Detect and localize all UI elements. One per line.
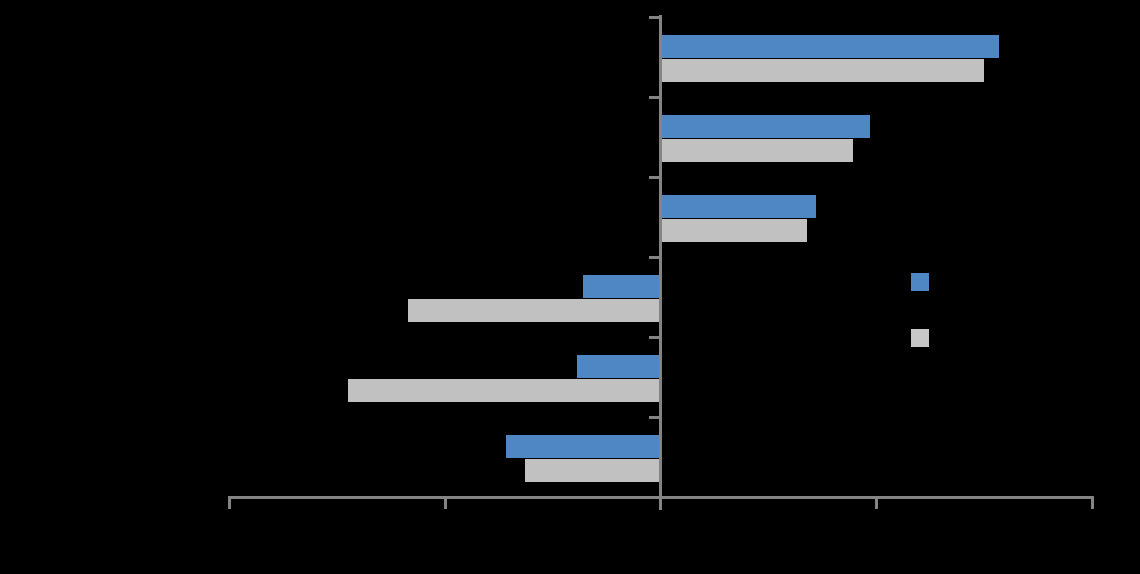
y-axis-tick xyxy=(648,255,661,259)
bar-series2-cat2 xyxy=(660,139,853,162)
x-axis-line xyxy=(228,495,1094,499)
y-axis-line xyxy=(659,15,663,510)
bar-series2-cat1 xyxy=(660,59,985,82)
bar-series1-cat3 xyxy=(660,195,816,218)
bar-series1-cat6 xyxy=(505,435,661,458)
bar-series1-cat5 xyxy=(576,355,661,378)
x-axis-tick xyxy=(874,498,878,509)
bar-series2-cat4 xyxy=(408,299,661,322)
bar-series2-cat5 xyxy=(348,379,661,402)
bar-series2-cat6 xyxy=(524,459,661,482)
x-axis-tick xyxy=(443,498,447,509)
bar-series2-cat3 xyxy=(660,219,808,242)
bar-series1-cat4 xyxy=(583,275,661,298)
bar-series1-cat1 xyxy=(660,35,1000,58)
bar-series1-cat2 xyxy=(660,115,870,138)
y-axis-tick xyxy=(648,175,661,179)
y-axis-tick xyxy=(648,495,661,499)
x-axis-tick xyxy=(659,498,663,509)
y-axis-tick xyxy=(648,15,661,19)
x-axis-tick xyxy=(1090,498,1094,509)
y-axis-tick xyxy=(648,415,661,419)
y-axis-tick xyxy=(648,335,661,339)
y-axis-tick xyxy=(648,95,661,99)
x-axis-tick xyxy=(228,498,231,509)
